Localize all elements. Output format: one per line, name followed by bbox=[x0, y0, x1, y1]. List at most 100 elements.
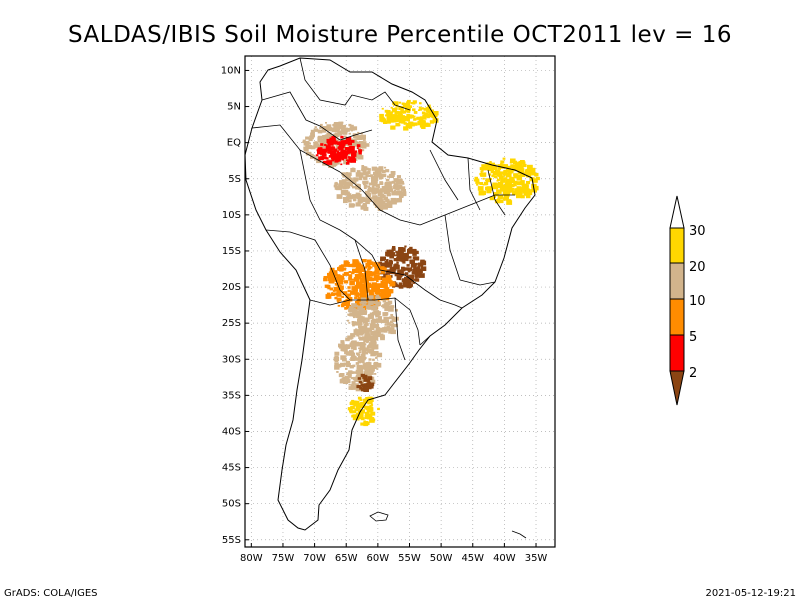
footer-software: GrADS: COLA/IGES bbox=[4, 588, 98, 599]
lon-tick-label: 60W bbox=[367, 553, 390, 564]
grid-cell bbox=[362, 145, 366, 149]
grid-cell bbox=[303, 146, 307, 150]
grid-cell bbox=[380, 336, 385, 341]
grid-cell bbox=[384, 202, 390, 207]
grid-cell bbox=[374, 346, 378, 350]
grid-cell bbox=[370, 417, 375, 420]
grid-cell bbox=[406, 118, 410, 122]
grid-cell bbox=[361, 304, 364, 307]
grid-cell bbox=[365, 335, 371, 340]
grid-cell bbox=[478, 190, 485, 196]
grid-cell bbox=[396, 261, 399, 264]
grid-cell bbox=[336, 297, 342, 302]
grid-cell bbox=[336, 371, 339, 373]
grid-cell bbox=[403, 105, 406, 108]
grid-cell bbox=[432, 118, 439, 123]
grid-cell bbox=[386, 259, 389, 262]
grid-cell bbox=[364, 317, 370, 323]
grid-cell bbox=[361, 167, 365, 170]
grid-cell bbox=[363, 337, 369, 342]
grid-cell bbox=[365, 174, 370, 178]
grid-cell bbox=[396, 102, 399, 105]
grid-cell bbox=[380, 266, 385, 270]
grid-cell bbox=[383, 300, 386, 303]
grid-cell bbox=[328, 155, 333, 158]
grid-cell bbox=[476, 178, 480, 182]
grid-cell bbox=[515, 190, 521, 195]
grid-cell bbox=[372, 179, 378, 184]
grid-cell bbox=[318, 137, 321, 140]
grid-cell bbox=[408, 121, 412, 125]
grid-cell bbox=[359, 272, 363, 276]
grid-cell bbox=[354, 357, 360, 361]
grid-cell bbox=[489, 196, 495, 201]
grid-cell bbox=[340, 355, 346, 360]
grid-cell bbox=[385, 178, 390, 182]
grid-cell bbox=[485, 178, 491, 183]
grid-cell bbox=[359, 333, 363, 336]
grid-cell bbox=[340, 189, 347, 195]
grid-cell bbox=[380, 296, 386, 301]
grid-cell bbox=[535, 176, 540, 181]
grid-cell bbox=[343, 124, 347, 128]
grid-cell bbox=[397, 184, 403, 189]
grid-cell bbox=[343, 260, 349, 265]
grid-cell bbox=[390, 106, 393, 109]
grid-cell bbox=[525, 184, 529, 188]
grid-cell bbox=[527, 164, 533, 170]
grid-cell bbox=[498, 173, 503, 177]
grid-cell bbox=[380, 270, 385, 274]
grid-cell bbox=[345, 304, 351, 309]
region-bolivian-lowlands bbox=[323, 259, 396, 311]
grid-cell bbox=[376, 299, 380, 302]
grid-cell bbox=[401, 266, 405, 270]
grid-cell bbox=[369, 312, 373, 315]
grid-cell bbox=[398, 194, 404, 198]
grid-cell bbox=[519, 169, 523, 173]
grid-cell bbox=[522, 186, 527, 190]
grid-cell bbox=[315, 154, 319, 157]
grid-cell bbox=[391, 174, 395, 177]
grid-cell bbox=[354, 274, 361, 279]
grid-cell bbox=[502, 164, 508, 169]
grid-cell bbox=[338, 146, 344, 151]
grid-cell bbox=[359, 372, 363, 375]
grid-cell bbox=[399, 257, 405, 262]
grid-cell bbox=[516, 186, 522, 190]
grid-cell bbox=[354, 140, 357, 143]
grid-cell bbox=[348, 307, 354, 313]
grid-cell bbox=[518, 177, 522, 180]
grid-cell bbox=[350, 384, 355, 387]
grid-cell bbox=[507, 169, 513, 174]
grid-cell bbox=[526, 173, 530, 177]
grid-cell bbox=[510, 183, 515, 187]
grid-cell bbox=[375, 304, 379, 308]
grid-cell bbox=[367, 268, 370, 271]
grid-cell bbox=[388, 259, 393, 263]
grid-cell bbox=[388, 183, 392, 187]
grid-cell bbox=[373, 199, 378, 203]
grid-cell bbox=[340, 135, 344, 139]
lon-tick-label: 35W bbox=[525, 553, 548, 564]
grid-cell bbox=[486, 189, 492, 194]
grid-cell bbox=[479, 182, 484, 186]
grid-cell bbox=[359, 190, 362, 192]
plot-border bbox=[244, 55, 556, 548]
grid-cell bbox=[409, 246, 413, 250]
grid-cell bbox=[419, 116, 424, 120]
grid-cell bbox=[374, 299, 378, 302]
grid-cell bbox=[418, 273, 425, 278]
grid-cell bbox=[363, 180, 369, 185]
grid-cell bbox=[382, 277, 388, 282]
grid-cell bbox=[491, 162, 495, 166]
grid-cell bbox=[370, 351, 376, 357]
map-frame: 10N 5N EQ 5S 10S 15S 20S 25S 30S 35S 40S 45S 50S 55S 8… bbox=[221, 55, 556, 564]
grid-cell bbox=[512, 191, 518, 196]
grid-cell bbox=[522, 161, 526, 165]
grid-cell bbox=[353, 307, 356, 310]
grid-cell bbox=[384, 263, 390, 268]
grid-cell bbox=[322, 126, 328, 131]
grid-cell bbox=[351, 203, 356, 207]
grid-cell bbox=[334, 159, 339, 163]
grid-cell bbox=[399, 115, 405, 120]
